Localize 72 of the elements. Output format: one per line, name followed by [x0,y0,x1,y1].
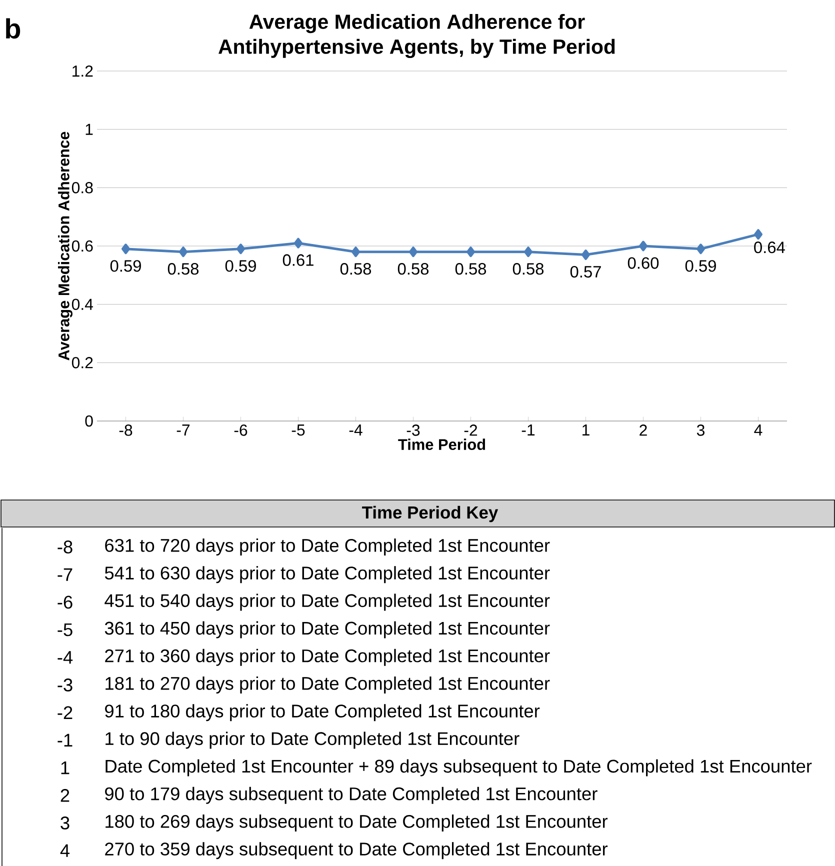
text: 180 to 269 days subsequent to Date Completed 1st Encounter [106,814,608,832]
text: -6 [58,596,72,609]
point [582,250,590,260]
y-tick-label: 1.2 [72,65,93,77]
text: 451 to 540 days prior to Date Completed 1st Encounter [104,594,550,611]
y-tick-label: 0.4 [72,298,94,310]
text: -8 [58,540,72,554]
text: 181 to 270 days prior to Date Completed 1st Encounter [106,676,550,694]
text: Time Period Key [362,506,498,522]
point [754,229,763,240]
x-tick-label: 2 [640,424,647,436]
point [236,244,245,254]
y-tick-label: 0 [85,415,93,427]
text: 1 to 90 days prior to Date Completed 1st Encounter [106,732,520,749]
point [352,246,360,258]
point [696,244,706,254]
text: b [6,18,20,39]
y-tick-label: 0.2 [72,357,93,368]
x-tick-label: -8 [119,424,132,436]
x-tick-label: -2 [464,424,478,436]
y-tick-label: 1 [86,124,93,135]
x-tick-label: -6 [234,424,248,436]
data-label: 0.58 [168,263,199,275]
y-tick-label: 0.8 [72,182,93,194]
x-tick-label: -5 [292,424,305,436]
data-label: 0.59 [110,260,141,272]
data-label: 0.58 [398,263,429,275]
point [122,244,130,254]
data-label: 0.59 [225,260,256,272]
text: 90 to 179 days subsequent to Date Completed 1st Encounter [105,786,598,804]
text: 271 to 360 days prior to Date Completed 1st Encounter [105,648,550,666]
data-label: 0.58 [340,263,372,275]
text: 1 [61,762,70,774]
data-label: 0.59 [685,260,716,272]
x-tick-label: -4 [349,424,362,436]
point [294,238,302,248]
x-tick-label: 3 [696,424,704,436]
x-tick-label: 1 [582,424,590,436]
data-label: 0.57 [570,266,601,278]
text: 91 to 180 days prior to Date Completed 1st Encounter [105,704,540,722]
text: -1 [58,734,72,746]
text: 2 [60,789,70,802]
text: -7 [58,568,72,581]
text: Date Completed 1st Encounter + 89 days subsequent to Date Completed 1st Encounter [106,759,812,776]
point [179,246,188,258]
y-axis-title: Average Medication Adherence [58,132,72,360]
point [466,246,475,258]
chart-title: Average Medication Adherence for Antihypertensive Agents, by Time Period [218,14,615,58]
data-label: 0.58 [512,263,544,275]
text: -5 [58,623,72,636]
data-label: 0.60 [628,257,659,269]
point [524,246,533,258]
text: 631 to 720 days prior to Date Completed 1st Encounter [105,538,550,556]
text: 3 [60,816,70,830]
x-tick-label: 4 [754,424,762,436]
text: -2 [58,706,72,719]
text: 361 to 450 days prior to Date Completed 1st Encounter [104,621,550,638]
data-label: 0.64 [754,242,785,254]
x-tick-label: -1 [522,424,535,436]
data-label: 0.61 [282,254,314,266]
text: 4 [60,844,70,857]
x-tick-label: -7 [176,424,190,436]
x-tick-label: -3 [406,424,420,436]
text: 541 to 630 days prior to Date Completed 1st Encounter [104,566,550,584]
y-tick-label: 0.6 [72,240,93,252]
text: -3 [58,678,72,692]
point [409,246,418,258]
data-label: 0.58 [455,263,486,275]
x-axis-title: Time Period [398,438,486,450]
point [639,240,648,252]
text: -4 [58,651,73,664]
text: 270 to 359 days subsequent to Date Completed 1st Encounter [105,842,608,860]
